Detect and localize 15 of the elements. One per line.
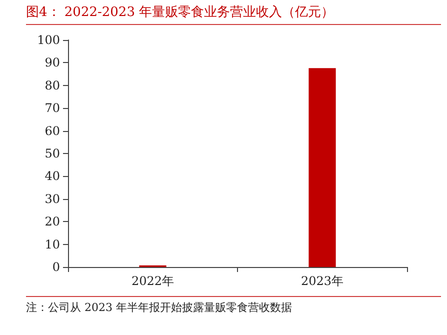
y-tick-label: 30 bbox=[44, 192, 60, 206]
y-tick-label: 100 bbox=[37, 33, 60, 47]
text: 注：公司从 2023 年半年报开始披露量贩零食营收数据 bbox=[26, 296, 441, 316]
y-tick-label: 70 bbox=[44, 101, 60, 116]
y-tick-label: 50 bbox=[44, 146, 60, 160]
y-tick-label: 10 bbox=[44, 237, 60, 252]
y-tick-label: 80 bbox=[44, 78, 60, 92]
y-tick-label: 60 bbox=[44, 124, 60, 138]
y-tick-label: 40 bbox=[44, 169, 60, 184]
x-tick-label: 2022年 bbox=[131, 274, 174, 288]
y-tick-label: 90 bbox=[44, 56, 60, 70]
x-tick-label: 2023年 bbox=[300, 274, 344, 288]
y-tick-label: 20 bbox=[44, 214, 60, 229]
y-tick-label: 0 bbox=[52, 260, 60, 274]
chart-title: 图4： 2022-2023 年量贩零食业务营业收入（亿元） bbox=[26, 2, 441, 25]
